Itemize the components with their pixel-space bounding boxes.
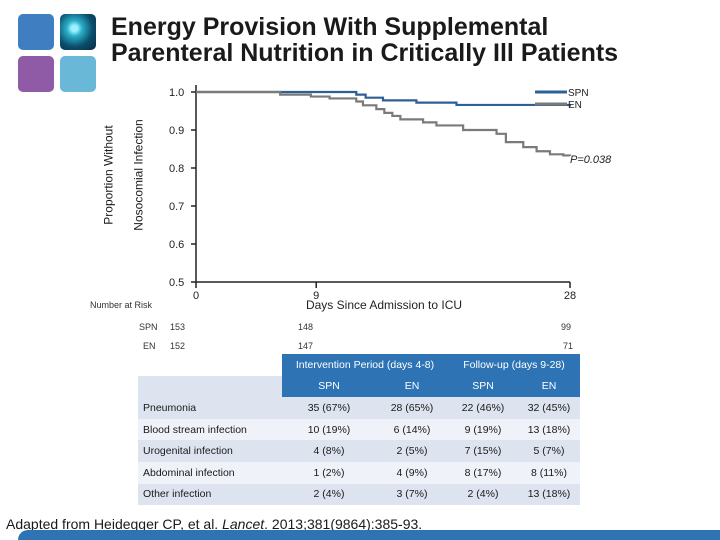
cell: 6 (14%): [376, 418, 448, 441]
table-row: Urogenital infection 4 (8%) 2 (5%) 7 (15…: [138, 440, 580, 462]
cell: 35 (67%): [282, 397, 376, 419]
y-tick-label: 0.8: [169, 163, 184, 175]
cell: 8 (17%): [448, 461, 518, 484]
infection-table: Intervention Period (days 4-8) Follow-up…: [138, 354, 580, 506]
row-label: Abdominal infection: [138, 461, 282, 484]
risk-spn-d9: 148: [298, 322, 314, 332]
cell: 2 (4%): [282, 483, 376, 506]
series-line-spn: [196, 90, 572, 107]
cell: 13 (18%): [518, 483, 580, 506]
row-label: Blood stream infection: [138, 418, 282, 441]
risk-en-d28: 71: [563, 341, 574, 351]
title-line-1: Energy Provision With Supplemental: [111, 13, 549, 41]
y-tick-label: 0.7: [169, 201, 184, 213]
header-intervention: Intervention Period (days 4-8): [282, 354, 448, 376]
cell: 4 (8%): [282, 440, 376, 462]
x-axis-label: Days Since Admission to ICU: [306, 298, 462, 312]
cell: 9 (19%): [448, 418, 518, 441]
legend-label-spn: SPN: [568, 88, 589, 99]
logo: [18, 14, 102, 96]
header-blank: [138, 354, 282, 376]
series-line-en: [196, 90, 572, 157]
logo-tile-image: [60, 14, 96, 50]
header-spn-1: SPN: [282, 375, 376, 398]
y-tick-label: 0.9: [169, 125, 184, 137]
risk-spn-d28: 99: [561, 322, 572, 332]
y-tick-label: 0.6: [169, 239, 184, 251]
cell: 22 (46%): [448, 397, 518, 419]
title-line-2: Parenteral Nutrition in Critically Ill P…: [111, 39, 619, 67]
caption-journal: Lancet: [222, 516, 265, 532]
table-row: Abdominal infection 1 (2%) 4 (9%) 8 (17%…: [138, 461, 580, 484]
x-tick-label: 0: [193, 290, 199, 302]
table-header-period: Intervention Period (days 4-8) Follow-up…: [138, 354, 580, 376]
cell: 8 (11%): [518, 461, 580, 484]
page-title: Energy Provision With Supplemental Paren…: [111, 14, 711, 66]
cell: 2 (4%): [448, 483, 518, 506]
cell: 13 (18%): [518, 418, 580, 441]
footer-bar: [18, 530, 720, 540]
table-row: Other infection 2 (4%) 3 (7%) 2 (4%) 13 …: [138, 483, 580, 506]
cell: 10 (19%): [282, 418, 376, 441]
table-row: Blood stream infection 10 (19%) 6 (14%) …: [138, 418, 580, 441]
p-value-annotation: P=0.038: [570, 154, 612, 166]
table-header-groups: SPN EN SPN EN: [138, 375, 580, 398]
header-blank-2: [138, 375, 282, 398]
source-caption: Adapted from Heidegger CP, et al. Lancet…: [6, 516, 422, 532]
header-en-2: EN: [518, 375, 580, 398]
cell: 4 (9%): [376, 461, 448, 484]
logo-tile-lightblue: [60, 56, 96, 92]
legend-label-en: EN: [568, 100, 582, 111]
y-tick-label: 1.0: [169, 87, 184, 99]
risk-en-d0: 152: [170, 341, 186, 351]
header-spn-2: SPN: [448, 375, 518, 398]
caption-prefix: Adapted from Heidegger CP, et al.: [6, 516, 223, 532]
risk-en-d9: 147: [298, 341, 314, 351]
cell: 28 (65%): [376, 397, 448, 419]
logo-tile-purple: [18, 56, 54, 92]
cell: 2 (5%): [376, 440, 448, 462]
row-label: Other infection: [138, 483, 282, 506]
y-tick-label: 0.5: [169, 277, 184, 289]
header-en-1: EN: [376, 375, 448, 398]
caption-suffix: . 2013;381(9864):385-93.: [264, 516, 423, 532]
cell: 7 (15%): [448, 440, 518, 462]
header-followup: Follow-up (days 9-28): [448, 354, 580, 376]
cell: 32 (45%): [518, 397, 580, 419]
risk-spn-label: SPN: [139, 322, 158, 332]
risk-en-label: EN: [143, 341, 156, 351]
cell: 1 (2%): [282, 461, 376, 484]
logo-tile-blue: [18, 14, 54, 50]
row-label: Urogenital infection: [138, 440, 282, 462]
row-label: Pneumonia: [138, 397, 282, 419]
table-row: Pneumonia 35 (67%) 28 (65%) 22 (46%) 32 …: [138, 397, 580, 419]
x-tick-label: 9: [313, 290, 319, 302]
risk-spn-d0: 153: [170, 322, 186, 332]
cell: 3 (7%): [376, 483, 448, 506]
cell: 5 (7%): [518, 440, 580, 462]
x-tick-label: 28: [564, 290, 576, 302]
risk-label: Number at Risk: [90, 300, 153, 310]
